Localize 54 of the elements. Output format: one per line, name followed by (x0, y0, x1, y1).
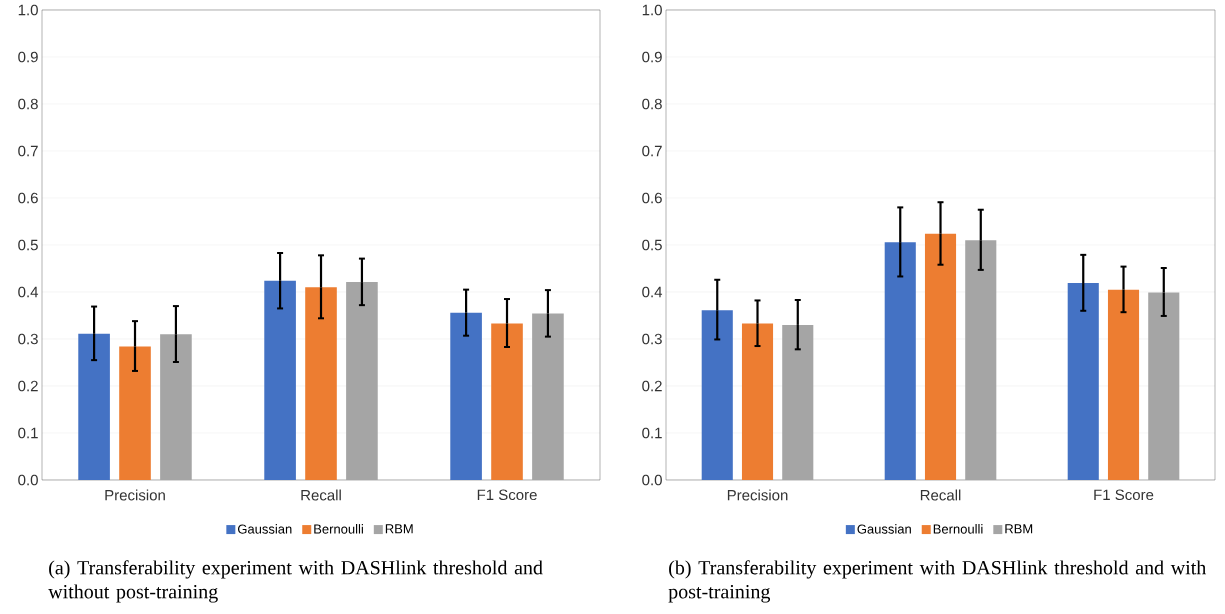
legend-label: Gaussian (237, 524, 292, 534)
bar (450, 312, 482, 480)
legend-label: Bernoulli (933, 524, 983, 534)
bar (160, 334, 192, 480)
text: (a) Transferability experiment with DASHlink threshold and without post-training (48, 560, 543, 603)
bar (346, 282, 378, 480)
x-tick-label: Recall (301, 489, 341, 501)
y-tick-label: 0.4 (18, 286, 39, 298)
bar (741, 323, 774, 480)
bar (1107, 289, 1140, 480)
y-tick-label: 0.2 (18, 380, 38, 392)
y-tick-label: 0.1 (18, 427, 38, 439)
y-tick-label: 0.9 (18, 51, 38, 63)
legend-label: RBM (1005, 524, 1033, 534)
bar (491, 323, 523, 480)
legend-label: RBM (385, 524, 413, 534)
y-tick-label: 0.4 (642, 286, 663, 298)
bar (1148, 292, 1180, 480)
y-tick-label: 0.2 (642, 380, 662, 392)
bar (78, 333, 110, 480)
y-tick-label: 0.0 (642, 474, 662, 486)
y-tick-label: 0.7 (642, 145, 662, 157)
bar (965, 240, 997, 480)
bar (532, 313, 564, 480)
y-tick-label: 0.8 (642, 98, 662, 110)
y-tick-label: 0.1 (642, 427, 662, 439)
bar (264, 280, 296, 480)
y-tick-label: 0.5 (642, 239, 662, 251)
legend-label: Gaussian (857, 524, 911, 534)
x-tick-label: Precision (727, 489, 788, 501)
text: (b) Transferability experiment with DASHlink threshold and with post-training (668, 560, 1207, 603)
y-tick-label: 0.7 (18, 145, 38, 157)
bar (305, 287, 337, 480)
bar (119, 346, 151, 480)
y-tick-label: 1.0 (18, 4, 38, 16)
y-tick-label: 1.0 (642, 4, 662, 16)
bar (924, 233, 957, 480)
x-tick-label: F1 Score (1094, 489, 1154, 501)
y-tick-label: 0.5 (18, 239, 38, 251)
y-tick-label: 0.0 (18, 474, 38, 486)
x-tick-label: Recall (920, 489, 961, 501)
y-tick-label: 0.3 (642, 333, 662, 345)
bar (884, 242, 916, 480)
y-tick-label: 0.8 (18, 98, 38, 110)
bar (782, 324, 814, 480)
x-tick-label: F1 Score (477, 489, 537, 501)
y-tick-label: 0.3 (18, 333, 38, 345)
y-tick-label: 0.9 (642, 51, 662, 63)
bar (1067, 283, 1099, 480)
x-tick-label: Precision (105, 489, 165, 501)
bar (701, 310, 733, 480)
y-tick-label: 0.6 (642, 192, 662, 204)
legend-label: Bernoulli (314, 524, 363, 534)
y-tick-label: 0.6 (18, 192, 38, 204)
